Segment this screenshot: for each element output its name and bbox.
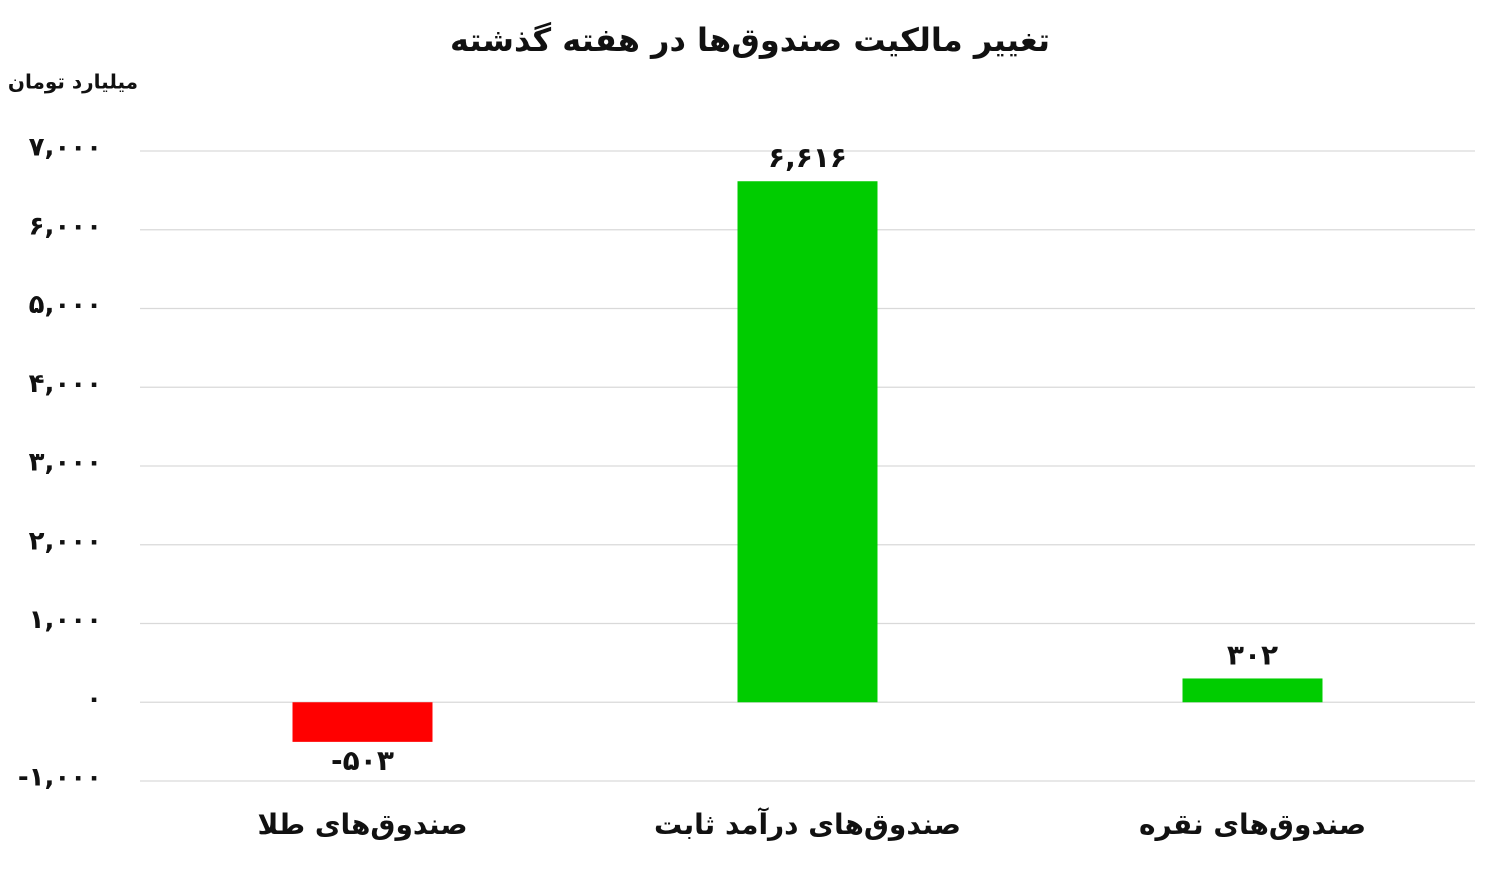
x-tick-label: صندوق‌های نقره — [1139, 808, 1366, 841]
y-axis-label: میلیارد تومان — [8, 70, 138, 94]
chart-title: تغییر مالکیت صندوق‌ها در هفته گذشته — [450, 21, 1050, 59]
x-tick-label: صندوق‌های درآمد ثابت — [654, 807, 961, 841]
y-tick-label: ۴,۰۰۰ — [29, 369, 102, 399]
y-tick-label: ۱,۰۰۰ — [29, 605, 102, 635]
data-label: ۶,۶۱۶ — [768, 141, 847, 174]
y-tick-label: ۰ — [86, 684, 102, 714]
bar — [292, 702, 433, 742]
y-tick-label: ۷,۰۰۰ — [29, 133, 102, 163]
y-tick-label: -۱,۰۰۰ — [18, 763, 102, 793]
bar — [737, 181, 878, 703]
y-tick-label: ۶,۰۰۰ — [29, 211, 102, 241]
bar — [1182, 678, 1323, 703]
y-tick-label: ۵,۰۰۰ — [29, 290, 102, 320]
y-tick-label: ۲,۰۰۰ — [29, 526, 102, 556]
data-label: -۵۰۳ — [331, 744, 394, 777]
data-label: ۳۰۲ — [1227, 638, 1278, 671]
y-tick-label: ۳,۰۰۰ — [29, 448, 102, 478]
x-tick-label: صندوق‌های طلا — [257, 808, 467, 841]
